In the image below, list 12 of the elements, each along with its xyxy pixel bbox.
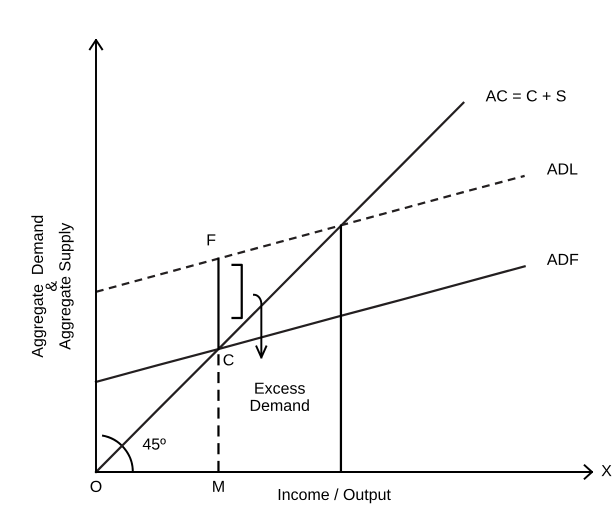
series-label: ADF [546, 254, 578, 265]
series-label: AC = C + S [486, 90, 566, 102]
annotation: C [224, 354, 234, 366]
x-tick-label: M [213, 480, 224, 492]
annotation: 45º [142, 438, 166, 450]
y-axis-title: Aggregate Demand & Aggregate Supply [31, 216, 74, 358]
annotation: F [208, 234, 216, 246]
x-axis-title: Income / Output [278, 488, 391, 504]
annotation: Excess Demand [250, 382, 309, 412]
series-label: ADL [546, 163, 578, 174]
x-tick-label: O [90, 480, 102, 492]
text: X [602, 465, 612, 476]
